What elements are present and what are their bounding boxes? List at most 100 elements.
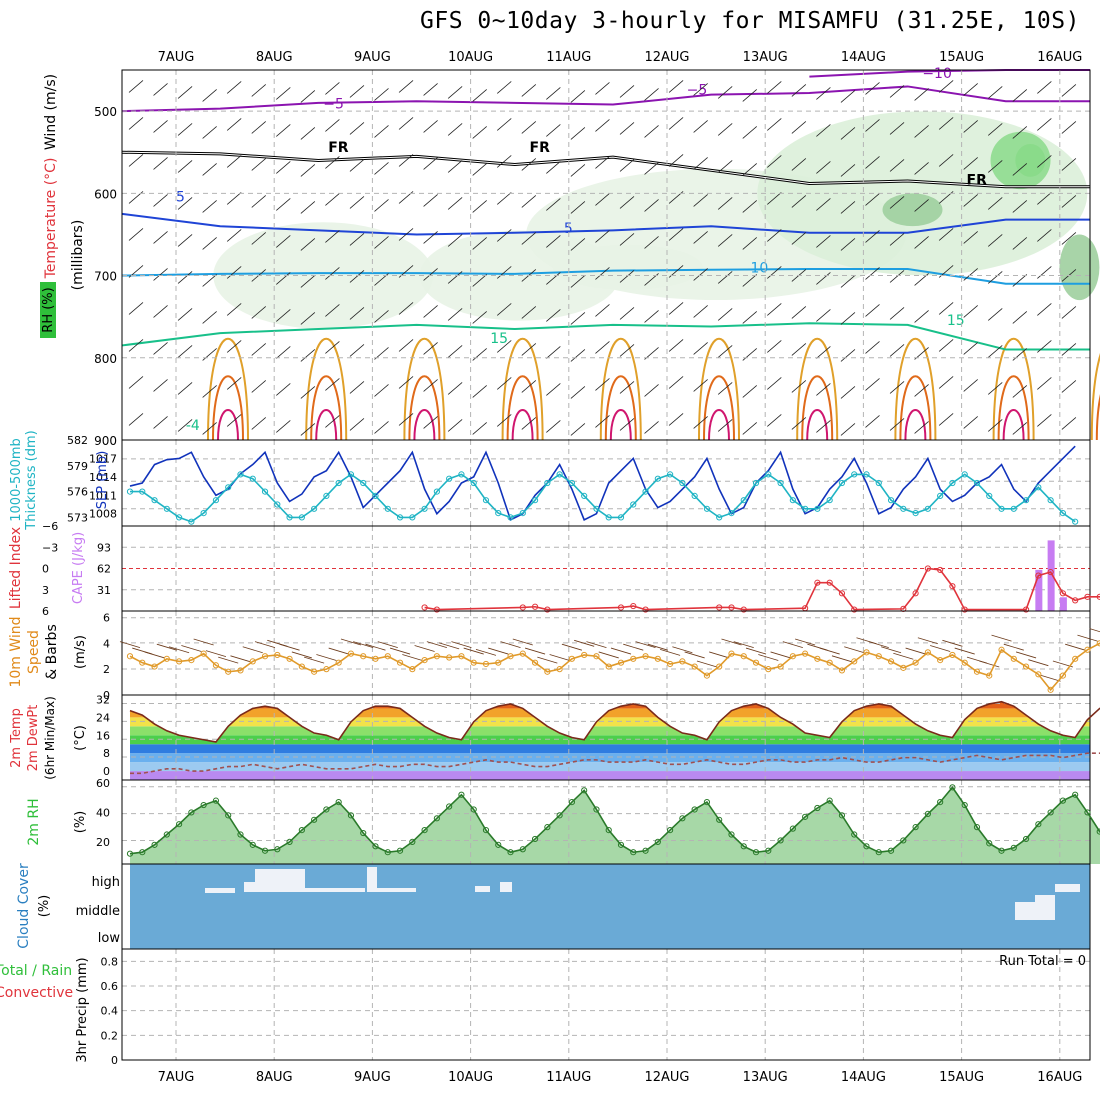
wind-barb	[1037, 377, 1052, 390]
wind-barb	[595, 304, 610, 317]
bottom-date-label: 9AUG	[354, 1070, 391, 1085]
top-date-label: 15AUG	[939, 50, 984, 65]
wind-barb	[226, 414, 242, 427]
wind-barb	[865, 156, 880, 169]
thickness-series-point	[691, 492, 698, 499]
lifted-index-series-point	[1084, 593, 1091, 600]
wind-barb	[668, 117, 684, 130]
wind10-speed-series-point	[961, 659, 968, 666]
wind10-barb	[917, 637, 938, 645]
thickness-series-point	[986, 492, 993, 499]
rh2m-series-point	[838, 812, 846, 819]
wind-barb	[619, 270, 635, 283]
wind10-speed-series-point	[507, 653, 514, 660]
wind-barb	[865, 267, 880, 280]
wind-barb	[767, 414, 782, 427]
temperature-axis-label: Temperature (°C)	[43, 158, 59, 280]
thickness-series-point	[703, 505, 711, 512]
wind10-barb	[439, 642, 460, 650]
slp-axis-label: SLP (mb)	[95, 451, 110, 510]
wind-barb	[717, 86, 733, 99]
thickness-series-point	[311, 505, 318, 512]
wind-barb	[889, 270, 905, 283]
wind10-barb	[291, 651, 312, 659]
wind10-barb	[279, 643, 300, 651]
thickness-frame	[121, 439, 1091, 527]
wind-barb	[668, 228, 684, 241]
wind10-speed-series-point	[372, 655, 379, 662]
wind-barb	[644, 125, 659, 138]
rh2m-series-point	[949, 784, 956, 791]
lifted-index-series-point	[433, 606, 440, 613]
wind-barb	[423, 268, 438, 281]
rh2m-series-point	[261, 847, 269, 854]
wind-barb	[496, 155, 512, 168]
rh2m-series-point	[605, 827, 612, 834]
wind-barb	[1037, 192, 1052, 205]
thickness-series-point	[1072, 518, 1079, 525]
thickness-series-point	[519, 509, 526, 517]
thickness-series-point	[973, 479, 981, 487]
wind-barb	[1012, 126, 1028, 139]
wind-barb	[889, 307, 905, 320]
wind-barb	[472, 237, 487, 250]
thickness-series-point	[851, 471, 858, 478]
wind-barb	[865, 230, 880, 243]
wind-barb	[128, 117, 144, 130]
wind-barb	[1061, 306, 1077, 319]
wind-barb	[938, 413, 954, 426]
wind-barb	[496, 229, 512, 242]
wind-barb	[202, 311, 217, 324]
rh2m-series-point	[335, 799, 342, 806]
wind-barb	[1012, 200, 1028, 213]
wind-barb	[767, 377, 782, 390]
rh2m-series-point	[163, 831, 170, 838]
wind-barb	[816, 124, 831, 137]
rh2m-series-point	[679, 815, 686, 822]
wind-barb	[816, 346, 831, 359]
wind-barb	[938, 376, 954, 389]
wind10-barb	[1065, 643, 1086, 651]
thickness-y-tick: 579	[67, 460, 88, 473]
wind-barb	[791, 343, 807, 356]
surface-isotherm-2-1	[408, 375, 441, 441]
lifted-index-series-point	[531, 603, 539, 610]
precip-total-label: Total / Rain	[0, 963, 72, 979]
wind10-barb	[328, 647, 349, 655]
wind10-speed-series-point	[212, 662, 220, 669]
wind-barb	[496, 81, 512, 94]
rh2m-series-point	[1022, 835, 1030, 843]
wind-barb	[300, 312, 316, 325]
wind-barb	[619, 85, 635, 98]
wind-barb	[889, 381, 905, 394]
lifted-index-series-point	[961, 606, 968, 613]
rh2m-series-point	[1084, 809, 1091, 816]
wind10-speed-series-point	[139, 659, 146, 666]
bottom-date-label: 10AUG	[448, 1070, 493, 1085]
thickness-series-point	[1047, 497, 1054, 504]
wind-barb	[177, 160, 193, 173]
wind-barb	[546, 198, 561, 211]
surface-isotherm-5-1	[703, 375, 735, 441]
cloud-gap	[1015, 902, 1035, 920]
wind-barb	[251, 232, 267, 245]
wind-barb	[619, 418, 635, 431]
wind10-barb	[684, 651, 705, 659]
wind-barb	[595, 193, 610, 206]
wind-barb	[938, 80, 954, 93]
wind10-speed-series-point	[446, 654, 453, 661]
wind10-barb	[377, 641, 398, 648]
wind-barb	[496, 118, 512, 131]
wind-barb	[300, 90, 316, 103]
surface-isotherm-0-0	[207, 337, 249, 441]
temp-band	[130, 744, 1090, 754]
wind-barb	[349, 196, 365, 209]
rh2m-series-point	[298, 827, 305, 834]
bottom-date-label: 14AUG	[841, 1070, 886, 1085]
wind10-barb	[119, 641, 141, 648]
rh2m-series-point	[323, 806, 330, 813]
wind-barb	[791, 417, 807, 430]
rh2m-y-tick: 20	[96, 836, 110, 849]
wind10-speed-series-point	[593, 653, 600, 660]
thickness-series-point	[912, 509, 919, 517]
